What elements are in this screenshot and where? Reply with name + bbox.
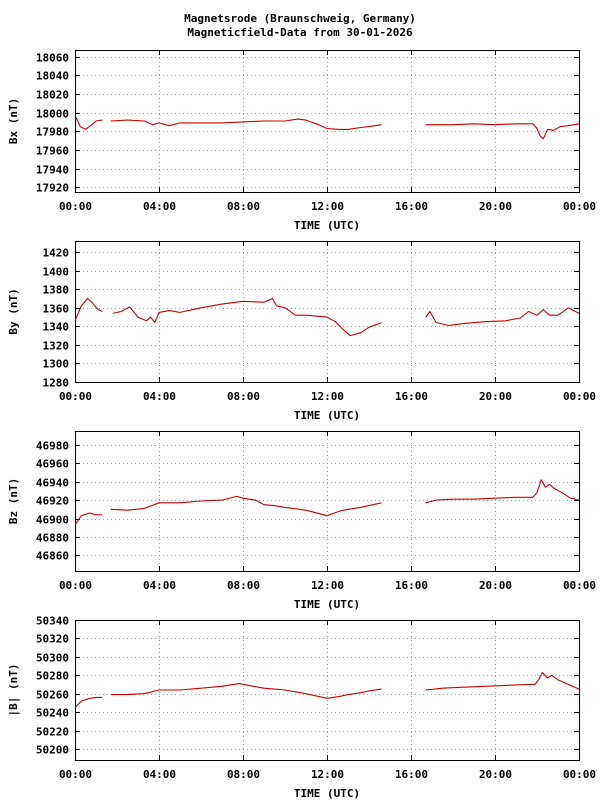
y-axis-label: |B| (nT) [7,664,20,717]
y-tick-label: 50280 [36,670,69,683]
y-tick-label: 18060 [36,52,69,65]
x-tick-label: 12:00 [311,579,344,592]
y-tick-label: 17940 [36,164,69,177]
x-tick-label: 04:00 [143,200,176,213]
x-tick-label: 16:00 [395,768,428,781]
y-axis-label: Bz (nT) [7,478,20,524]
series-line-segment [112,297,382,337]
x-tick-label: 20:00 [479,200,512,213]
y-tick-label: 18040 [36,70,69,83]
y-tick-label: 1420 [43,247,70,260]
y-tick-label: 1300 [43,358,70,371]
y-tick-label: 50320 [36,633,69,646]
x-tick-label: 00:00 [59,579,92,592]
series-line-segment [110,683,382,699]
y-tick-label: 18020 [36,89,69,102]
x-tick-label: 00:00 [59,390,92,403]
y-tick-label: 50340 [36,615,69,628]
y-tick-label: 17980 [36,126,69,139]
series-line-segment [74,696,103,708]
y-tick-label: 46880 [36,532,69,545]
x-tick-label: 00:00 [59,200,92,213]
series-line-segment [74,297,103,322]
x-tick-label: 16:00 [395,200,428,213]
x-tick-label: 16:00 [395,390,428,403]
y-tick-label: 46900 [36,514,69,527]
series-line-segment [425,671,580,691]
series-line-segment [74,115,103,130]
y-tick-label: 50300 [36,652,69,665]
x-tick-label: 12:00 [311,768,344,781]
y-tick-label: 1320 [43,340,70,353]
chart-title-line1: Magnetsrode (Braunschweig, Germany) [184,12,416,25]
x-tick-label: 20:00 [479,390,512,403]
x-tick-label: 08:00 [227,200,260,213]
x-axis-label: TIME (UTC) [294,787,360,800]
x-tick-label: 04:00 [143,579,176,592]
y-tick-label: 17920 [36,182,69,195]
x-tick-label: 08:00 [227,768,260,781]
y-tick-label: 46960 [36,458,69,471]
x-axis-label: TIME (UTC) [294,219,360,232]
series-line-segment [425,123,580,140]
chart-panel-3: 50200 50220 50240 50260 50280 50300 50320 50340… [7,615,596,800]
x-axis-label: TIME (UTC) [294,598,360,611]
y-tick-label: 50220 [36,726,69,739]
y-tick-label: 50260 [36,689,69,702]
plot-frame [75,50,580,193]
x-tick-label: 00:00 [59,768,92,781]
series-line-segment [110,495,382,517]
x-tick-label: 08:00 [227,390,260,403]
series-line-segment [425,307,580,326]
y-tick-label: 17960 [36,145,69,158]
y-tick-label: 1400 [43,266,70,279]
y-tick-label: 46860 [36,550,69,563]
chart-panel-2: 46860 46880 46900 46920 46940 46960 46980 00:00… [7,431,596,611]
x-tick-label: 16:00 [395,579,428,592]
y-tick-label: 50200 [36,744,69,757]
y-tick-label: 1380 [43,284,70,297]
y-axis-label: By (nT) [7,288,20,334]
x-tick-label: 00:00 [563,390,596,403]
y-tick-label: 1360 [43,303,70,316]
chart-title-line2: Magneticfield-Data from 30-01-2026 [187,26,413,39]
series-line-segment [110,118,382,130]
plot-frame [75,431,580,572]
x-tick-label: 12:00 [311,200,344,213]
y-tick-label: 46940 [36,477,69,490]
y-axis-label: Bx (nT) [7,98,20,144]
x-tick-label: 04:00 [143,768,176,781]
y-tick-label: 46980 [36,440,69,453]
y-tick-label: 1280 [43,377,70,390]
y-tick-label: 1340 [43,321,70,334]
x-tick-label: 04:00 [143,390,176,403]
chart-panel-0: 17920 17940 17960 17980 18000 18020 18040 18060… [7,50,596,232]
y-tick-label: 46920 [36,495,69,508]
plot-frame [75,620,580,761]
y-tick-label: 50240 [36,707,69,720]
x-tick-label: 08:00 [227,579,260,592]
x-tick-label: 00:00 [563,768,596,781]
y-tick-label: 18000 [36,108,69,121]
x-tick-label: 00:00 [563,200,596,213]
x-tick-label: 12:00 [311,390,344,403]
series-line-segment [425,479,580,504]
x-axis-label: TIME (UTC) [294,409,360,422]
x-tick-label: 20:00 [479,768,512,781]
x-tick-label: 20:00 [479,579,512,592]
plot-frame [75,241,580,383]
x-tick-label: 00:00 [563,579,596,592]
chart-panel-1: 1280 1300 1320 1340 1360 1380 1400 1420 00:00 04:… [7,241,596,422]
chart-title: Magnetsrode (Braunschweig, Germany) Magn… [0,12,600,40]
series-line-segment [74,512,103,526]
